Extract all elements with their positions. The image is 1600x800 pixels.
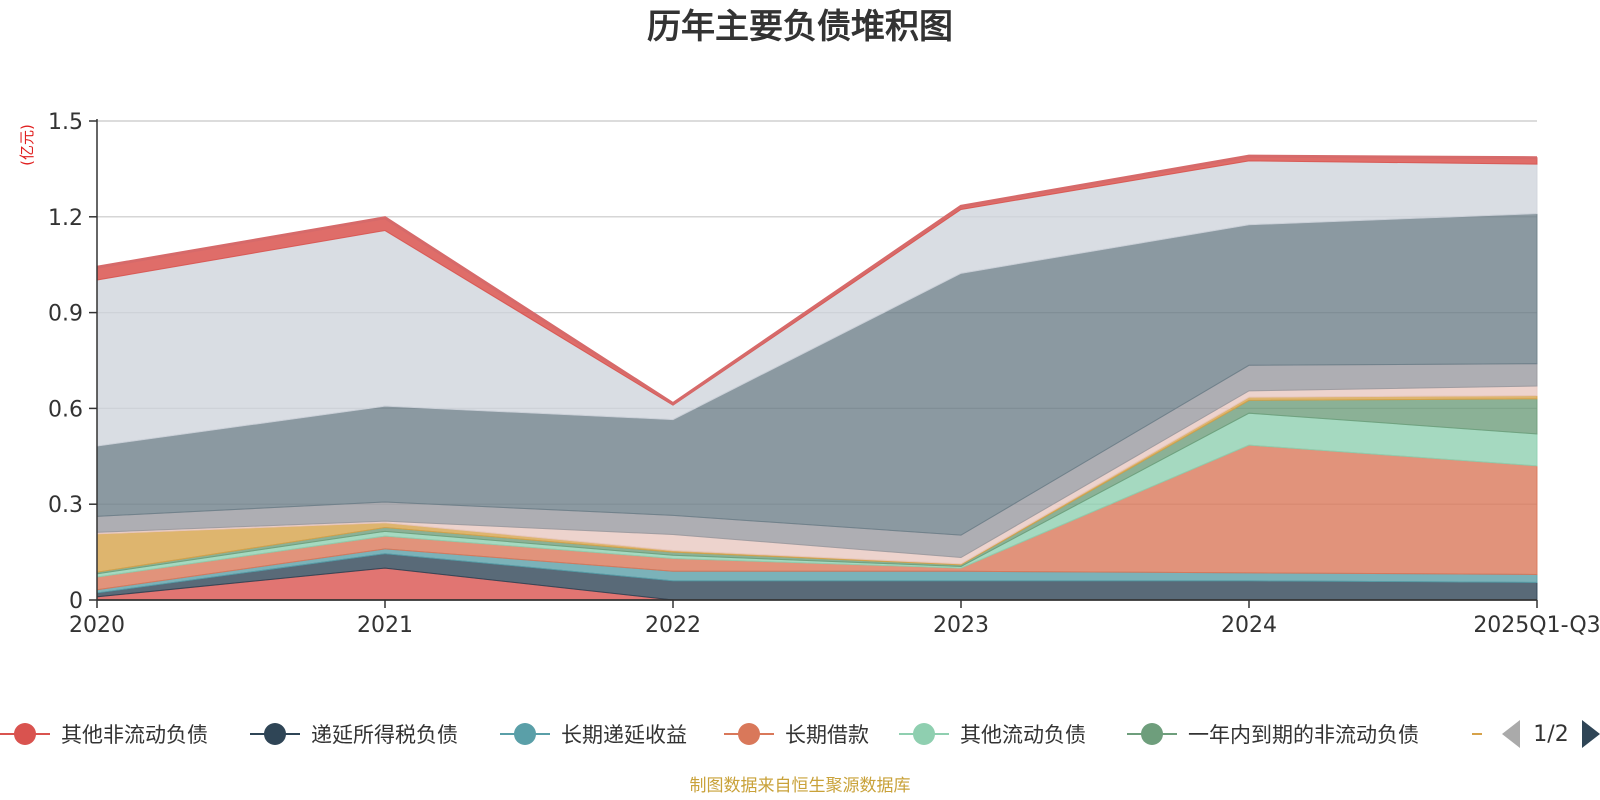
- legend-item-1[interactable]: 递延所得税负债: [250, 723, 458, 747]
- legend-item-4[interactable]: 其他流动负债: [899, 723, 1086, 747]
- legend-item-3[interactable]: 长期借款: [724, 723, 869, 747]
- y-tick-label: 0.9: [48, 302, 83, 327]
- y-tick-label: 0.3: [48, 493, 83, 518]
- x-tick-label: 2020: [69, 613, 125, 638]
- data-source-note: 制图数据来自恒生聚源数据库: [690, 776, 911, 796]
- x-tick-label: 2021: [357, 613, 413, 638]
- legend-marker-icon: [913, 723, 935, 745]
- legend-page-indicator: 1/2: [1533, 722, 1568, 747]
- legend-marker-icon: [14, 723, 36, 745]
- legend-next-icon[interactable]: [1582, 720, 1600, 748]
- y-tick-label: 1.2: [48, 206, 83, 231]
- legend-pager: 1/2: [1502, 720, 1600, 748]
- total-outline-line: [96, 154, 1538, 406]
- y-tick-label: 1.5: [48, 110, 83, 135]
- x-tick-label: 2025Q1-Q3: [1473, 613, 1600, 638]
- legend-item-5[interactable]: 一年内到期的非流动负债: [1127, 723, 1419, 747]
- legend-label: 长期借款: [785, 723, 869, 747]
- chart-title: 历年主要负债堆积图: [647, 7, 953, 47]
- legend-marker-icon: [514, 723, 536, 745]
- x-tick-label: 2024: [1221, 613, 1277, 638]
- area-series-group: [96, 154, 1538, 601]
- legend-marker-icon: [738, 723, 760, 745]
- legend-marker-icon: [264, 723, 286, 745]
- x-tick-label: 2023: [933, 613, 989, 638]
- y-tick-label: 0.6: [48, 397, 83, 422]
- legend-label: 其他流动负债: [960, 723, 1086, 747]
- legend-item-0[interactable]: 其他非流动负债: [0, 723, 208, 747]
- y-tick-label: 0: [69, 589, 83, 614]
- legend-label: 长期递延收益: [561, 723, 687, 747]
- y-axis-unit-label: (亿元): [18, 124, 36, 166]
- x-tick-label: 2022: [645, 613, 701, 638]
- legend-prev-icon[interactable]: [1502, 720, 1520, 748]
- legend-label: 一年内到期的非流动负债: [1188, 723, 1419, 747]
- legend-label: 其他非流动负债: [61, 723, 208, 747]
- legend-marker-icon: [1141, 723, 1163, 745]
- legend: 其他非流动负债 递延所得税负债 长期递延收益 长期借款 其他流动负债 一年内到期的非流动负…: [0, 723, 1482, 747]
- axes: 0 0.3 0.6 0.9 1.2 1.5 2020 2021 2022 2023 2024 2025…: [48, 110, 1600, 638]
- legend-item-2[interactable]: 长期递延收益: [500, 723, 687, 747]
- legend-label: 递延所得税负债: [311, 723, 458, 747]
